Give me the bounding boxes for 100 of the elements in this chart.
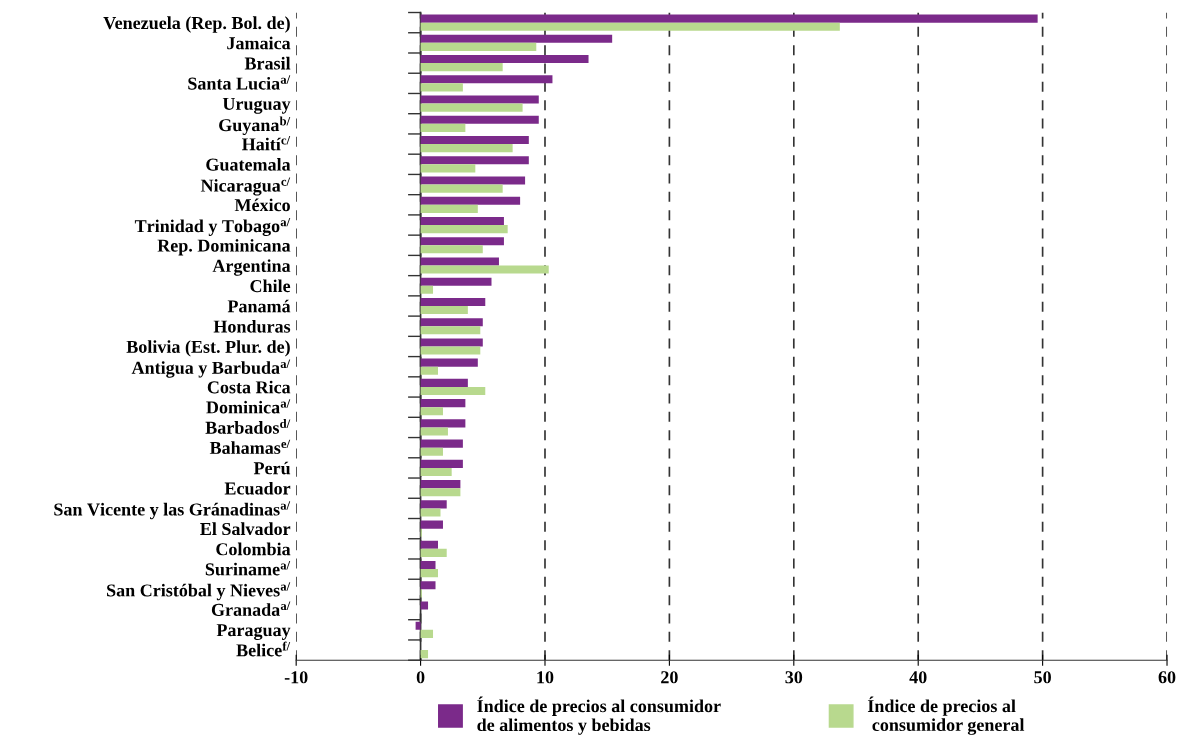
- bar: [420, 447, 443, 456]
- bar: [420, 378, 468, 387]
- bar: [420, 257, 499, 266]
- y-tick-label: Belice$^{f/}$: [236, 641, 291, 657]
- bar: [420, 650, 429, 659]
- bar: [420, 629, 434, 638]
- bar: [420, 500, 447, 509]
- bar: [420, 548, 447, 557]
- bar: [420, 366, 438, 375]
- y-tick-label: Argentina: [212, 259, 291, 276]
- bar: [420, 508, 441, 517]
- x-tick-label: 40: [909, 671, 927, 684]
- legend-label: Índice de precios al consumidor de alimentos y bebidas: [477, 696, 721, 735]
- y-tick-label: Barbados$^{d/}$: [205, 419, 291, 434]
- bar: [420, 14, 1038, 23]
- bar: [420, 459, 463, 468]
- bar: [420, 467, 452, 477]
- bar: [420, 115, 539, 124]
- bar: [420, 176, 526, 185]
- bar: [420, 55, 589, 64]
- y-tick-label: Guatemala: [206, 158, 291, 171]
- bar: [420, 520, 443, 529]
- x-tick-label: 20: [661, 671, 678, 684]
- bar: [420, 204, 478, 213]
- y-tick-label: Dominica$^{a/}$: [206, 399, 291, 414]
- bar: [420, 144, 513, 153]
- y-tick-label: Brasil: [244, 56, 291, 70]
- bar: [420, 34, 613, 43]
- y-tick-label: Uruguay: [222, 97, 291, 114]
- bar: [420, 569, 438, 578]
- bar: [420, 338, 483, 347]
- y-tick-label: Guyana$^{b/}$: [219, 116, 291, 135]
- y-tick-label: Trinidad y Tobago$^{a/}$: [134, 217, 291, 237]
- bar: [420, 156, 529, 165]
- y-tick-label: México: [234, 198, 290, 212]
- bar: [420, 358, 478, 367]
- bar: [420, 480, 461, 489]
- y-tick-label: Rep. Dominicana: [157, 239, 291, 256]
- bar: [420, 83, 463, 92]
- bar: [420, 75, 553, 84]
- bar: [420, 277, 492, 286]
- bar: [420, 225, 508, 234]
- bar: [420, 265, 549, 274]
- x-tick-label: 60: [1158, 671, 1176, 684]
- x-tick-label: 30: [785, 671, 803, 684]
- bar: [420, 399, 466, 408]
- bar: [420, 184, 503, 193]
- y-tick-label: Suriname$^{a/}$: [205, 561, 291, 576]
- bar: [420, 419, 466, 428]
- y-tick-label: Antigua y Barbuda$^{a/}$: [131, 359, 291, 378]
- bar: [420, 285, 434, 294]
- y-tick-label: Haití$^{c/}$: [242, 136, 291, 151]
- bar: [420, 439, 463, 448]
- y-tick-label: Ecuador: [224, 481, 291, 495]
- y-tick-label: Honduras: [213, 319, 291, 333]
- y-tick-label: Colombia: [216, 542, 291, 556]
- y-tick-label: Costa Rica: [207, 380, 291, 394]
- legend-label: Índice de precios al consumidor general: [867, 696, 1025, 735]
- y-tick-label: Panamá: [227, 299, 291, 313]
- y-tick-label: Venezuela (Rep. Bol. de): [103, 16, 290, 33]
- y-tick-label: Chile: [250, 279, 291, 293]
- bar: [420, 196, 521, 205]
- y-tick-label: Bolivia (Est. Plur. de): [126, 340, 290, 357]
- bar: [420, 561, 436, 570]
- bar: [420, 581, 436, 590]
- bar: [420, 427, 448, 436]
- y-tick-label: Bahamas$^{e/}$: [209, 439, 291, 454]
- bar: [420, 601, 429, 610]
- x-tick-label: -10: [284, 671, 308, 684]
- y-tick-label: Nicaragua$^{c/}$: [200, 177, 291, 196]
- x-tick-label: 10: [537, 671, 554, 684]
- bar: [420, 123, 466, 132]
- bar: [420, 135, 529, 145]
- y-tick-label: El Salvador: [200, 522, 291, 536]
- x-tick-label: 0: [416, 671, 425, 684]
- y-tick-label: Granada$^{a/}$: [211, 601, 291, 616]
- bar: [420, 63, 503, 72]
- bar: [420, 488, 461, 497]
- bar: [420, 346, 481, 355]
- bar: [420, 216, 504, 226]
- y-tick-label: Perú: [253, 461, 291, 475]
- y-tick-label: Santa Lucia$^{a/}$: [188, 75, 291, 90]
- bar: [415, 621, 421, 630]
- y-tick-label: San Cristóbal y Nieves$^{a/}$: [107, 582, 291, 601]
- y-tick-label: San Vicente y las Gránadinas$^{a/}$: [54, 501, 291, 520]
- bar: [420, 407, 443, 416]
- bar: [420, 237, 504, 246]
- bar: [420, 103, 523, 112]
- bar: [420, 386, 486, 396]
- bar: [420, 42, 537, 51]
- bar: [420, 164, 476, 173]
- bar: [420, 318, 483, 327]
- bar: [420, 95, 539, 104]
- x-tick-label: 50: [1034, 671, 1051, 684]
- bar: [420, 540, 438, 549]
- bar: [420, 305, 468, 315]
- y-tick-label: Paraguay: [216, 624, 291, 641]
- bar: [420, 245, 483, 254]
- bar: [420, 22, 840, 31]
- bar: [420, 297, 486, 306]
